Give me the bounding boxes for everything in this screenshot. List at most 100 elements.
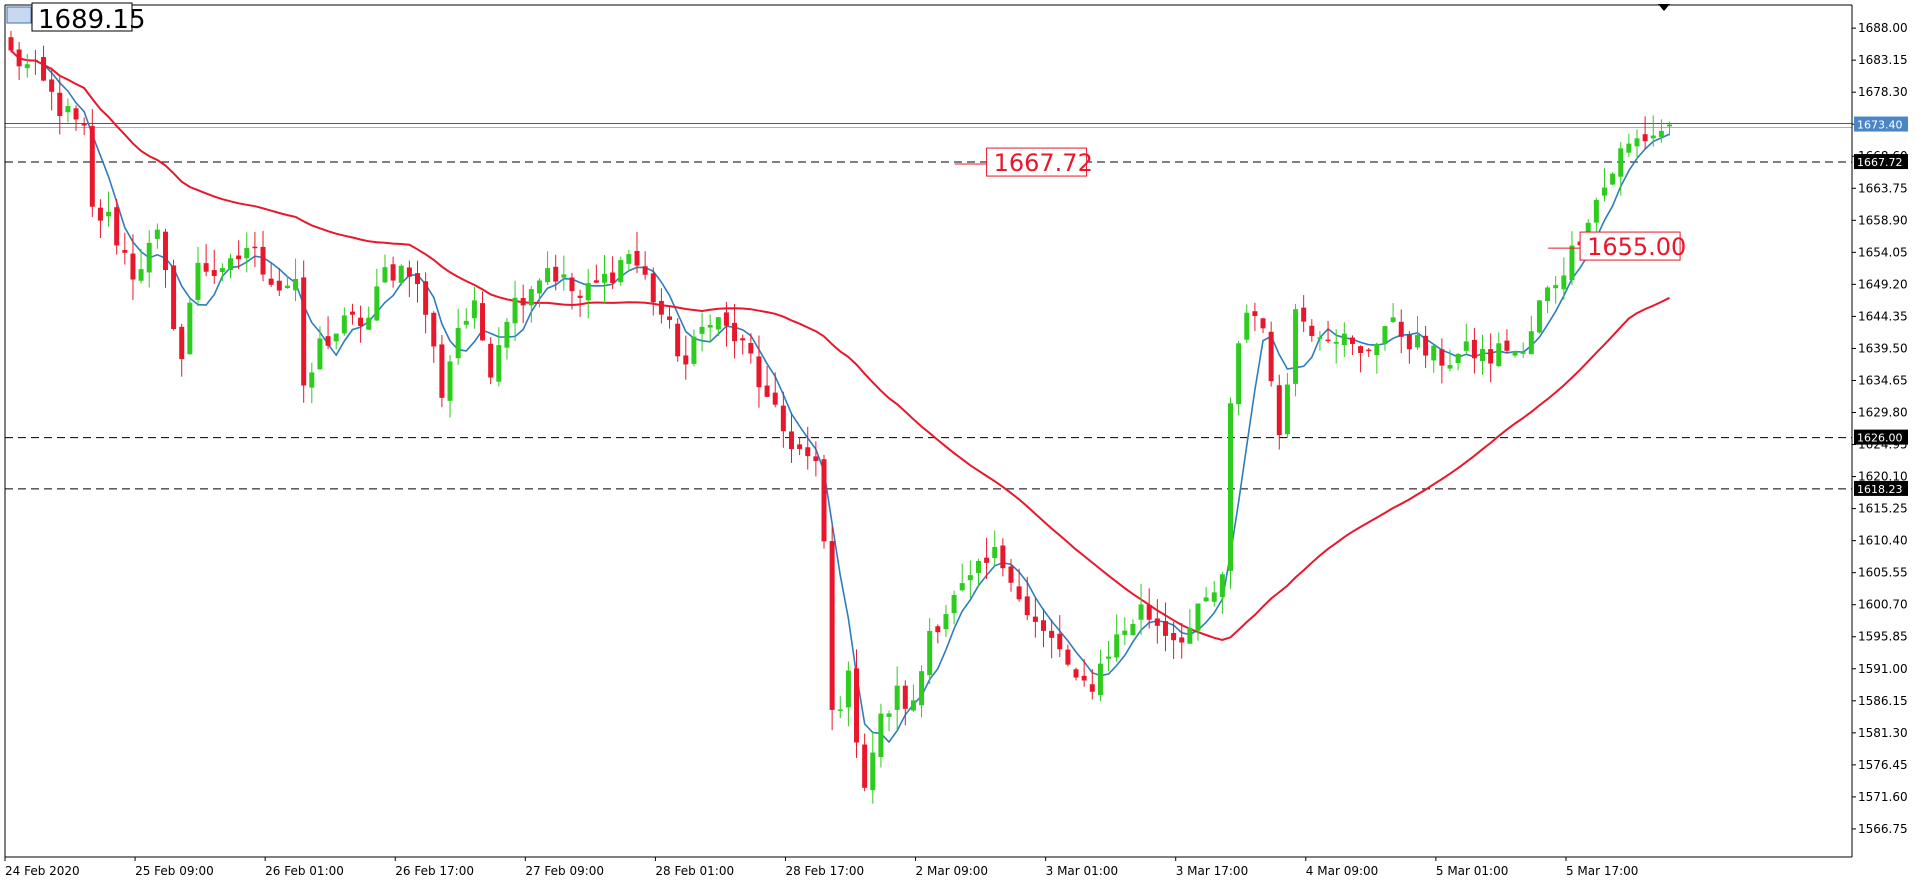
- candle-body: [1228, 403, 1233, 571]
- candle: [488, 337, 494, 385]
- candle: [1162, 602, 1168, 652]
- candle: [284, 276, 290, 289]
- candle-body: [780, 405, 786, 432]
- candle: [1041, 608, 1047, 648]
- candle-body: [16, 49, 22, 67]
- candle: [1016, 568, 1022, 602]
- candle-body: [1341, 333, 1347, 346]
- candle: [845, 661, 851, 727]
- candle-body: [772, 392, 778, 405]
- candle-body: [1024, 596, 1030, 616]
- candle-body: [236, 255, 242, 260]
- candle-body: [309, 372, 315, 388]
- chart-menu-icon[interactable]: [6, 6, 32, 24]
- candle: [1000, 538, 1006, 577]
- candle-body: [756, 356, 762, 388]
- candle: [171, 259, 177, 331]
- candle-body: [65, 106, 71, 113]
- time-tick-label: 28 Feb 17:00: [785, 864, 864, 878]
- candle: [943, 604, 949, 637]
- candle-body: [1089, 684, 1095, 692]
- candle-body: [675, 323, 681, 357]
- candle-body: [398, 265, 404, 283]
- candle: [740, 334, 746, 355]
- candle: [325, 316, 331, 350]
- candle-body: [138, 269, 144, 281]
- candle: [130, 234, 136, 300]
- candle: [301, 260, 307, 403]
- candle: [114, 198, 120, 255]
- candle-body: [106, 211, 112, 217]
- candle-body: [463, 320, 469, 325]
- candle: [862, 733, 868, 792]
- candle-body: [439, 344, 445, 398]
- candle-body: [553, 266, 559, 282]
- candle: [122, 232, 128, 265]
- candle-body: [341, 315, 347, 334]
- candle-body: [1569, 245, 1575, 281]
- candle: [439, 335, 445, 408]
- price-tick-label: 1605.55: [1858, 566, 1908, 580]
- candle-body: [1284, 384, 1290, 435]
- candle: [138, 248, 144, 284]
- candle: [585, 269, 591, 319]
- candle-body: [1236, 343, 1242, 405]
- candle: [1512, 350, 1518, 358]
- scroll-marker-icon[interactable]: [1658, 4, 1670, 11]
- candle-body: [1382, 326, 1388, 344]
- candle: [1317, 331, 1323, 351]
- candle-body: [1008, 566, 1014, 583]
- candle: [1626, 133, 1632, 157]
- candle: [780, 391, 786, 448]
- candle: [1601, 168, 1607, 202]
- candle: [1520, 342, 1526, 358]
- candle-body: [366, 317, 372, 330]
- candle-body: [601, 273, 607, 283]
- candle-body: [919, 671, 925, 706]
- candle: [1114, 614, 1120, 663]
- candle-body: [1374, 343, 1380, 356]
- candle-body: [1179, 637, 1185, 643]
- candle-body: [146, 242, 152, 273]
- candle-body: [1162, 621, 1168, 636]
- candle: [463, 308, 469, 329]
- candle-body: [162, 231, 168, 271]
- candle-body: [1488, 349, 1494, 364]
- candle: [553, 254, 559, 291]
- candle-body: [894, 685, 900, 710]
- price-tick-label: 1581.30: [1858, 726, 1908, 740]
- candle-body: [431, 312, 437, 347]
- candle: [1089, 668, 1095, 700]
- candle: [1138, 583, 1144, 635]
- candle-body: [455, 327, 461, 359]
- candle: [1431, 345, 1437, 373]
- candle-body: [626, 254, 632, 264]
- annotation-box-0: [986, 147, 1088, 177]
- annotation-label-1: 1655.00: [1587, 233, 1686, 261]
- candle: [658, 288, 664, 324]
- candle-body: [447, 361, 453, 401]
- candle-body: [658, 300, 664, 315]
- candle-body: [1504, 340, 1510, 351]
- candle: [415, 260, 420, 303]
- candle: [642, 251, 648, 280]
- candle: [1187, 609, 1193, 644]
- candle-body: [244, 247, 250, 259]
- candle: [805, 426, 811, 470]
- candle: [1366, 347, 1372, 358]
- candle-body: [114, 207, 120, 246]
- candle-body: [1593, 200, 1599, 223]
- candle-body: [610, 272, 616, 283]
- candle-body: [1561, 275, 1567, 290]
- candle: [1349, 335, 1355, 355]
- candle-body: [97, 207, 103, 221]
- candle-body: [1463, 341, 1469, 351]
- current-price-tag-bg: [1854, 116, 1908, 132]
- time-tick-label: 25 Feb 09:00: [135, 864, 214, 878]
- candle-body: [1471, 339, 1477, 359]
- candle: [626, 249, 632, 272]
- candle-body: [1276, 385, 1282, 436]
- candle: [715, 317, 721, 336]
- candle: [57, 76, 63, 135]
